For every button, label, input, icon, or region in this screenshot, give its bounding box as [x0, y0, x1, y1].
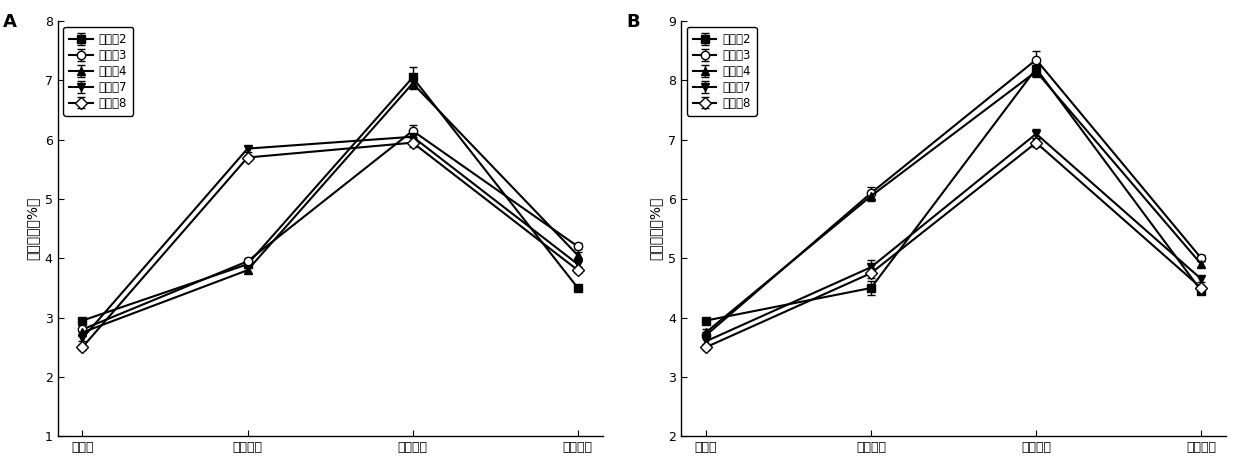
Y-axis label: 总糖含量（%）: 总糖含量（%） [649, 197, 662, 260]
Legend: 实施例2, 实施例3, 实施例4, 实施例7, 实施例8: 实施例2, 实施例3, 实施例4, 实施例7, 实施例8 [687, 27, 756, 116]
Text: B: B [626, 13, 640, 31]
Y-axis label: 总糖含量（%）: 总糖含量（%） [25, 197, 40, 260]
Legend: 实施例2, 实施例3, 实施例4, 实施例7, 实施例8: 实施例2, 实施例3, 实施例4, 实施例7, 实施例8 [63, 27, 133, 116]
Text: A: A [2, 13, 17, 31]
